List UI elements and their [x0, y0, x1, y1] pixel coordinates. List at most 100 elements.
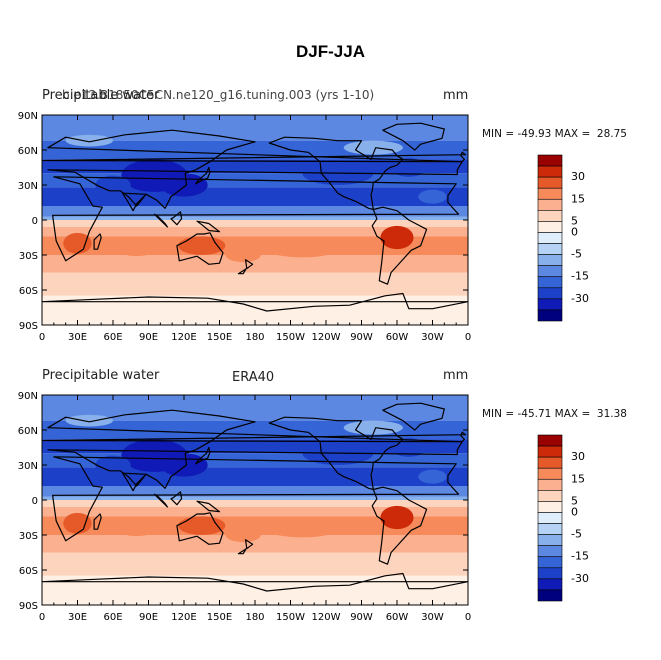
colorbar-swatch: [537, 265, 563, 278]
x-tick-label: 150E: [207, 332, 232, 343]
coastline-antarctica: [467, 301, 468, 303]
colorbar-swatch: [537, 578, 563, 591]
colorbar-swatch: [537, 512, 563, 524]
y-tick-label: 30N: [18, 181, 38, 192]
x-tick-label: 120W: [312, 612, 341, 623]
coastline-sumatra: [153, 213, 168, 228]
colorbar-swatch: [537, 501, 563, 513]
coastline-australia: [176, 232, 224, 265]
coastline-borneo: [597, 492, 608, 505]
coastline-uk: [42, 431, 467, 443]
colorbar-label: 0: [571, 505, 578, 518]
x-tick-label: 180: [245, 612, 264, 623]
panel1-variable-label: Precipitable water: [42, 88, 160, 103]
coastline-madagascar: [93, 233, 102, 250]
y-tick-label: 30S: [19, 251, 38, 262]
colorbar-swatch: [537, 467, 563, 480]
panel1-case-label: b.e13.B1850C5CN.ne120_g16.tuning.003 (yr…: [62, 88, 375, 102]
x-tick-label: 0: [465, 612, 471, 623]
coastline-greenland: [382, 402, 445, 431]
panel1-minmax: MIN = -49.93 MAX = 28.75: [482, 128, 627, 140]
y-tick-label: 90S: [19, 601, 38, 612]
colorbar-label: -5: [571, 248, 582, 261]
coastline-borneo: [170, 211, 183, 226]
x-tick-label: 30W: [421, 332, 444, 343]
coastline-new_guinea: [623, 221, 646, 232]
colorbar-swatch: [537, 445, 563, 458]
field-contours: [42, 395, 468, 605]
map-panel-2: 0 30E 60E 90E 120E 150E 180 150W 120W 90W 60W 30W 09…: [0, 391, 661, 623]
coastline-n_america: [268, 136, 404, 211]
colorbar-swatch: [537, 309, 563, 322]
coastline-madagascar: [93, 513, 102, 530]
field-contours: [42, 115, 468, 325]
x-tick-label: 90E: [139, 332, 158, 343]
colorbar-label: 0: [571, 225, 578, 238]
coastline-borneo: [597, 212, 608, 225]
coastline-japan: [622, 168, 636, 184]
coastline-sumatra: [153, 493, 168, 508]
coastline-antarctica: [42, 292, 468, 312]
colorbar-label: 30: [571, 170, 585, 183]
coastline-greenland: [0, 403, 18, 430]
panel2-variable-label: Precipitable water: [42, 368, 160, 383]
colorbar-label: -5: [571, 528, 582, 541]
x-tick-label: 60W: [386, 332, 409, 343]
colorbar-swatch: [537, 210, 563, 222]
y-tick-label: 0: [32, 496, 38, 507]
coastline-eurasia: [47, 409, 463, 489]
coastline-new_guinea: [623, 501, 646, 512]
coastline-new_guinea: [196, 220, 221, 233]
coastline-india: [121, 192, 147, 212]
colorbar-swatch: [537, 490, 563, 502]
x-tick-label: 150E: [207, 612, 232, 623]
colorbar-swatch: [537, 456, 563, 469]
colorbar-swatch: [537, 254, 563, 266]
coastline-nz: [237, 539, 254, 555]
colorbar-label: 15: [571, 192, 585, 205]
x-tick-label: 120E: [171, 612, 196, 623]
coastline-eurasia: [47, 129, 463, 209]
colorbar-label: -15: [571, 270, 589, 283]
colorbar-swatch: [537, 434, 563, 447]
y-tick-label: 60S: [19, 566, 38, 577]
coastline-borneo: [170, 491, 183, 506]
coastline-africa: [479, 177, 661, 261]
colorbar-label: 5: [571, 494, 578, 507]
panel2-units-label: mm: [443, 368, 469, 383]
coastlines: [0, 402, 661, 592]
panel1-units-label: mm: [443, 88, 469, 103]
colorbar-swatch: [537, 478, 563, 491]
coastline-s_america: [371, 206, 428, 285]
colorbar-label: -30: [571, 292, 589, 305]
y-tick-label: 30S: [19, 531, 38, 542]
y-tick-label: 0: [32, 216, 38, 227]
coastline-japan: [195, 166, 211, 185]
colorbar-2: 30 15 50 -5 -15 -30: [537, 434, 589, 602]
coastline-eurasia: [474, 410, 661, 488]
x-tick-label: 180: [245, 332, 264, 343]
y-tick-label: 90N: [18, 111, 38, 122]
y-tick-label: 90S: [19, 321, 38, 332]
colorbar-label: 15: [571, 472, 585, 485]
y-tick-label: 90N: [18, 391, 38, 402]
colorbar-swatch: [537, 545, 563, 558]
x-tick-label: 0: [465, 332, 471, 343]
colorbar-label: -30: [571, 572, 589, 585]
colorbar-swatch: [537, 534, 563, 546]
colorbar-swatch: [537, 298, 563, 311]
map-panel-1: 0 30E 60E 90E 120E 150E 180 150W 120W 90W 60W 30W 09…: [0, 111, 661, 343]
coastline-sumatra: [580, 494, 593, 507]
coastline-japan: [195, 446, 211, 465]
colorbar-swatch: [537, 276, 563, 289]
coastline-eurasia: [0, 410, 36, 488]
coastline-s_america: [0, 207, 1, 284]
x-tick-label: 0: [39, 612, 45, 623]
colorbar-label: 30: [571, 450, 585, 463]
coastline-antarctica: [467, 581, 468, 583]
colorbar-swatch: [537, 556, 563, 569]
y-tick-label: 30N: [18, 461, 38, 472]
coastline-uk: [42, 151, 467, 163]
coastlines: [0, 122, 661, 312]
coastline-new_guinea: [196, 500, 221, 513]
